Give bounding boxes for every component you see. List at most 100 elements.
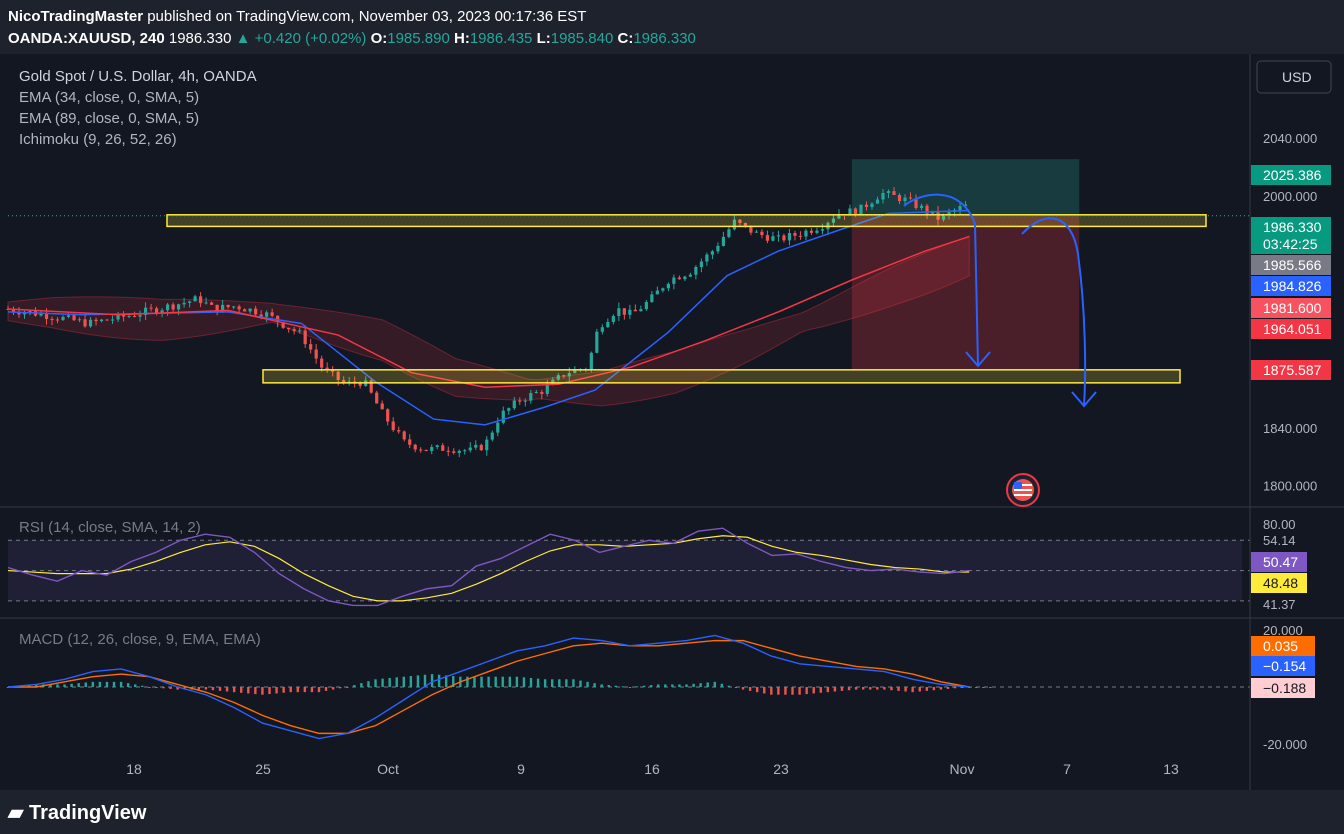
- close-label: C:: [617, 30, 634, 47]
- support-zone: [166, 214, 1207, 228]
- candle-body: [110, 319, 115, 321]
- rsi-current-box: [1251, 573, 1307, 593]
- macd-histogram-bar: [296, 687, 299, 693]
- candle-body: [94, 319, 98, 322]
- macd-histogram-bar: [112, 681, 116, 687]
- macd-histogram-bar: [381, 678, 384, 687]
- macd-histogram-bar: [346, 687, 349, 688]
- candle-body: [342, 379, 346, 383]
- candle-body: [17, 312, 21, 315]
- candle-body: [710, 251, 714, 255]
- candle-body: [127, 315, 131, 317]
- candle-body: [683, 276, 687, 280]
- candle-body: [88, 319, 93, 327]
- candle-body: [941, 214, 946, 220]
- macd-histogram-bar: [211, 687, 215, 691]
- candle-body: [496, 422, 500, 433]
- candle-body: [72, 315, 76, 321]
- macd-histogram-bar: [289, 687, 292, 693]
- macd-histogram-bar: [331, 687, 335, 690]
- legend-ema34[interactable]: EMA (34, close, 0, SMA, 5): [19, 89, 199, 106]
- published-text: published on TradingView.com, November 0…: [147, 8, 587, 25]
- candle-body: [688, 274, 692, 277]
- time-axis[interactable]: 18 25 Oct 9 16 23 Nov 7 13: [126, 761, 1179, 777]
- legend-rsi[interactable]: RSI (14, close, SMA, 14, 2): [19, 519, 201, 536]
- macd-histogram-bar: [854, 687, 858, 690]
- macd-histogram-bar: [939, 687, 943, 690]
- macd-histogram-bar: [565, 679, 568, 687]
- tradingview-logo[interactable]: ▰ TradingView: [8, 800, 146, 825]
- price-tag-text: 1981.600: [1263, 300, 1322, 316]
- macd-histogram-bar: [310, 687, 314, 693]
- macd-histogram-bar: [932, 687, 936, 691]
- macd-histogram-bar: [353, 685, 356, 687]
- macd-histogram-bar: [925, 687, 929, 691]
- macd-histogram-bar: [642, 685, 646, 687]
- candle-body: [809, 230, 814, 233]
- candle-body: [529, 393, 533, 401]
- candle-body: [727, 229, 731, 237]
- macd-histogram-bar: [777, 687, 780, 695]
- candle-body: [545, 384, 549, 394]
- macd-histogram-bar: [367, 681, 370, 687]
- macd-histogram-bar: [628, 687, 632, 688]
- macd-pane[interactable]: 20.000 -20.000 0.035 −0.154 −0.188: [6, 623, 1315, 752]
- macd-histogram-bar: [275, 687, 278, 694]
- candle-body: [540, 392, 544, 394]
- macd-histogram-bar: [586, 681, 589, 687]
- price-tag-box: [1251, 360, 1331, 380]
- legend-title[interactable]: Gold Spot / U.S. Dollar, 4h, OANDA: [19, 68, 257, 85]
- author-name[interactable]: NicoTradingMaster: [8, 8, 144, 25]
- macd-histogram-bar: [98, 681, 102, 687]
- currency-button[interactable]: [1256, 60, 1332, 94]
- candle-body: [154, 308, 159, 314]
- low-label: L:: [536, 30, 551, 47]
- candle-body: [958, 206, 962, 210]
- candle-body: [518, 400, 522, 402]
- legend-ema89[interactable]: EMA (89, close, 0, SMA, 5): [19, 110, 199, 127]
- candle-body: [138, 315, 142, 317]
- chart-area[interactable]: 1800.0001840.0002000.0002040.0002080.000…: [0, 54, 1344, 790]
- candle-body: [925, 205, 929, 214]
- candle-body: [881, 193, 885, 200]
- macd-histogram-bar: [975, 687, 978, 688]
- candle-body: [347, 381, 351, 383]
- us-flag-icon[interactable]: [1006, 473, 1040, 507]
- tv-icon: ▰: [8, 802, 24, 824]
- candle-body: [188, 301, 192, 303]
- legend-ichimoku[interactable]: Ichimoku (9, 26, 52, 26): [19, 131, 177, 148]
- rsi-current-box: [1251, 552, 1307, 572]
- candle-body: [749, 225, 753, 233]
- macd-histogram-bar: [282, 687, 285, 693]
- projection-arrows: [903, 193, 1097, 408]
- candle-body: [848, 208, 852, 216]
- candle-body: [435, 445, 439, 448]
- macd-histogram-bar: [416, 675, 420, 687]
- symbol-name[interactable]: OANDA:XAUUSD, 240: [8, 30, 165, 47]
- price-tag-text: 2025.386: [1263, 167, 1322, 183]
- macd-histogram-bar: [141, 685, 144, 687]
- candle-body: [441, 445, 445, 451]
- candle-body: [204, 302, 208, 304]
- time-tick-label: 18: [126, 761, 142, 777]
- legend-macd[interactable]: MACD (12, 26, close, 9, EMA, EMA): [19, 631, 261, 648]
- candle-body: [391, 421, 395, 431]
- macd-histogram-bar: [706, 682, 709, 687]
- macd-histogram-bar: [904, 687, 907, 692]
- macd-histogram-bar: [148, 687, 151, 688]
- candle-body: [446, 450, 450, 452]
- macd-histogram-bar: [49, 684, 52, 687]
- macd-histogram-bar: [699, 683, 702, 687]
- candle-body: [44, 313, 49, 320]
- high-label: H:: [453, 30, 470, 47]
- macd-histogram-bar: [254, 687, 257, 695]
- arrow-right-path: [1021, 217, 1087, 407]
- macd-histogram-bar: [395, 677, 398, 687]
- candle-body: [105, 319, 109, 321]
- candle-body: [760, 231, 764, 236]
- candle-body: [897, 195, 902, 202]
- macd-histogram-bar: [105, 681, 109, 687]
- macd-histogram-bar: [70, 683, 73, 687]
